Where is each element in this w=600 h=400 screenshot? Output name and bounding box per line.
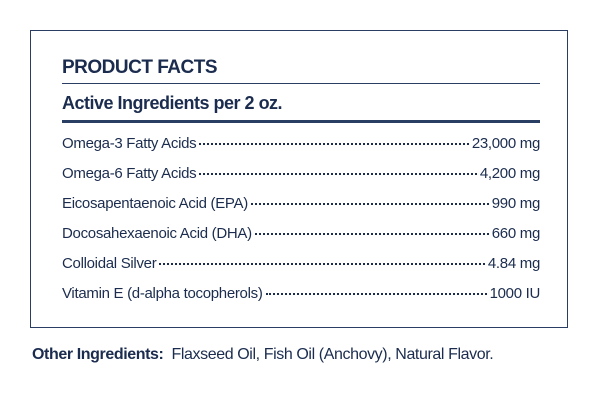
ingredient-row: Vitamin E (d-alpha tocopherols) 1000 IU <box>62 285 540 315</box>
ingredient-row: Eicosapentaenoic Acid (EPA) 990 mg <box>62 195 540 225</box>
other-ingredients: Other Ingredients: Flaxseed Oil, Fish Oil… <box>32 346 494 364</box>
leader-dots <box>265 293 487 295</box>
leader-dots <box>250 203 489 205</box>
title: PRODUCT FACTS <box>62 57 540 84</box>
other-text: Flaxseed Oil, Fish Oil (Anchovy), Natura… <box>171 346 494 363</box>
leader-dots <box>199 173 477 175</box>
ingredient-name: Eicosapentaenoic Acid (EPA) <box>62 195 248 212</box>
ingredient-row: Omega-3 Fatty Acids 23,000 mg <box>62 135 540 165</box>
ingredient-name: Vitamin E (d-alpha tocopherols) <box>62 285 263 302</box>
subtitle: Active Ingredients per 2 oz. <box>62 93 540 123</box>
ingredient-name: Omega-6 Fatty Acids <box>62 165 197 182</box>
leader-dots <box>254 233 489 235</box>
ingredient-row: Omega-6 Fatty Acids 4,200 mg <box>62 165 540 195</box>
leader-dots <box>159 263 485 265</box>
ingredient-amount: 990 mg <box>491 195 541 212</box>
ingredient-amount: 4.84 mg <box>487 255 540 272</box>
ingredient-name: Omega-3 Fatty Acids <box>62 135 197 152</box>
ingredient-list: Omega-3 Fatty Acids 23,000 mg Omega-6 Fatt… <box>62 135 540 315</box>
ingredient-name: Colloidal Silver <box>62 255 157 272</box>
ingredient-amount: 4,200 mg <box>479 165 540 182</box>
leader-dots <box>199 143 469 145</box>
ingredient-amount: 23,000 mg <box>471 135 540 152</box>
ingredient-amount: 660 mg <box>491 225 541 242</box>
ingredient-row: Colloidal Silver 4.84 mg <box>62 255 540 285</box>
facts-box: PRODUCT FACTS Active Ingredients per 2 o… <box>30 30 568 328</box>
ingredient-name: Docosahexaenoic Acid (DHA) <box>62 225 252 242</box>
ingredient-amount: 1000 IU <box>489 285 541 302</box>
other-label: Other Ingredients: <box>32 346 164 363</box>
ingredient-row: Docosahexaenoic Acid (DHA) 660 mg <box>62 225 540 255</box>
